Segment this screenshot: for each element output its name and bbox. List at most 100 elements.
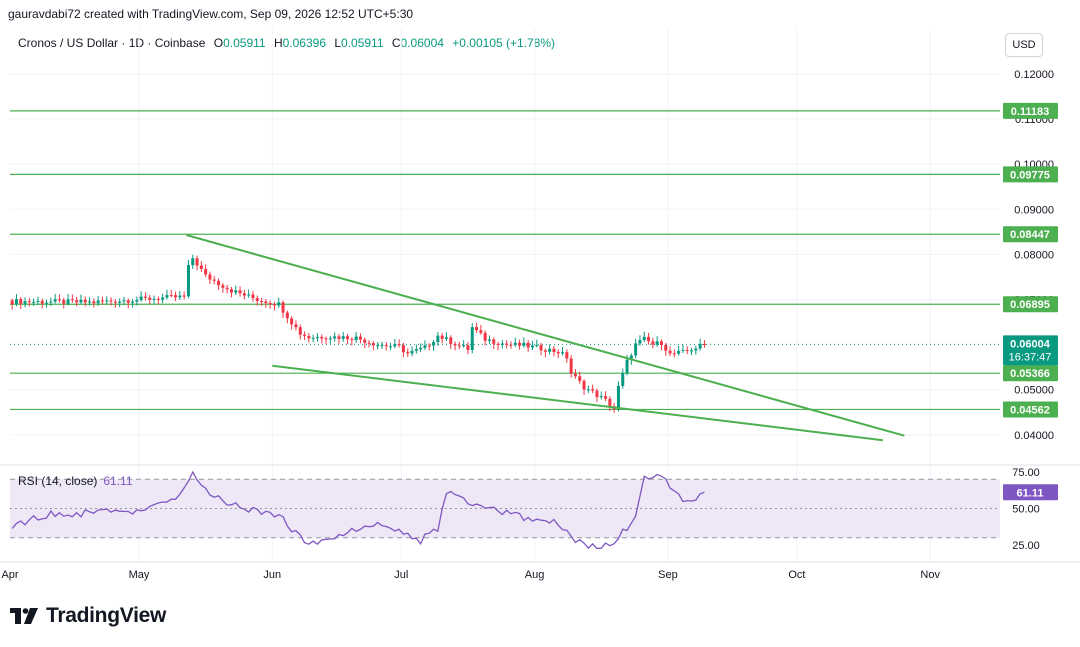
tradingview-logo-icon xyxy=(10,608,38,624)
y-tick-label: 0.05000 xyxy=(1014,385,1054,397)
candle-body xyxy=(290,318,294,325)
candle-body xyxy=(629,355,633,360)
open-value: 0.05911 xyxy=(223,36,266,50)
candle-body xyxy=(251,294,255,299)
candle-body xyxy=(221,285,225,288)
candle-body xyxy=(328,338,332,340)
candle-body xyxy=(307,335,311,339)
candle-body xyxy=(599,396,603,398)
candle-body xyxy=(217,280,221,286)
candle-body xyxy=(702,343,706,345)
level-price-tag xyxy=(1003,102,1058,119)
candle-body xyxy=(135,299,139,302)
candle-body xyxy=(191,258,195,266)
candle-body xyxy=(66,299,70,304)
candle-body xyxy=(535,344,539,346)
candle-body xyxy=(681,349,685,351)
candle-body xyxy=(148,297,152,300)
change-value: +0.00105 (+1.78%) xyxy=(452,36,556,50)
candle-body xyxy=(436,335,440,343)
chart-canvas[interactable]: Apr May Jun Jul Aug Sep Oct Nov0.120000.110000.… xyxy=(0,0,1080,600)
candle-body xyxy=(174,295,178,298)
x-tick-label: Sep xyxy=(658,569,678,581)
candle-body xyxy=(32,301,36,303)
currency-button[interactable]: USD xyxy=(1005,33,1043,57)
candle-body xyxy=(453,343,457,346)
level-price-tag xyxy=(1003,365,1058,382)
candle-body xyxy=(573,373,577,377)
candle-body xyxy=(591,389,595,391)
level-price-label: 0.09775 xyxy=(1010,169,1050,181)
rsi-tick-label: 50.00 xyxy=(1012,504,1040,516)
candle-body xyxy=(548,348,552,352)
candle-body xyxy=(75,300,79,303)
y-tick-label: 0.08000 xyxy=(1014,249,1054,261)
candle-body xyxy=(634,343,638,356)
candle-body xyxy=(694,348,698,351)
candle-body xyxy=(204,268,208,275)
candle-body xyxy=(234,290,238,293)
candle-body xyxy=(427,345,431,347)
rsi-label: RSI (14, close) xyxy=(18,474,98,488)
candle-body xyxy=(604,396,608,399)
candle-body xyxy=(509,344,513,346)
candle-body xyxy=(664,344,668,351)
candle-body xyxy=(143,296,147,298)
candle-body xyxy=(92,301,96,304)
level-price-label: 0.04562 xyxy=(1010,404,1050,416)
level-price-tag xyxy=(1003,401,1058,418)
candle-body xyxy=(19,299,23,304)
tradingview-logo: TradingView xyxy=(10,604,166,628)
candle-body xyxy=(247,294,251,296)
candle-body xyxy=(96,300,100,304)
candle-body xyxy=(199,265,203,269)
candle-body xyxy=(556,351,560,354)
candle-body xyxy=(169,295,173,297)
high-label: H xyxy=(273,36,283,50)
candle-body xyxy=(260,300,264,302)
x-tick-label: Jul xyxy=(394,569,408,581)
candle-body xyxy=(672,353,676,355)
candle-body xyxy=(496,343,500,345)
candle-body xyxy=(406,352,410,354)
candle-body xyxy=(401,345,405,353)
candle-body xyxy=(122,300,126,302)
candle-body xyxy=(350,339,354,341)
candle-body xyxy=(470,327,474,350)
candle-body xyxy=(118,301,122,303)
candle-body xyxy=(45,302,49,304)
level-price-label: 0.06895 xyxy=(1010,299,1050,311)
candle-body xyxy=(62,300,66,304)
candle-body xyxy=(432,342,436,346)
rsi-value-tag xyxy=(1003,484,1058,501)
candle-body xyxy=(376,345,380,347)
countdown-label: 16:37:47 xyxy=(1009,351,1052,363)
candle-body xyxy=(483,332,487,341)
candle-body xyxy=(324,338,328,340)
candle-body xyxy=(668,350,672,354)
candle-body xyxy=(690,350,694,352)
x-tick-label: Nov xyxy=(920,569,940,581)
candle-body xyxy=(526,342,530,348)
candle-body xyxy=(625,359,629,374)
candle-body xyxy=(466,345,470,350)
candle-body xyxy=(242,293,246,296)
candle-body xyxy=(475,327,479,331)
candle-body xyxy=(264,301,268,304)
candle-body xyxy=(552,348,556,352)
x-tick-label: Oct xyxy=(788,569,805,581)
candle-body xyxy=(367,342,371,344)
candle-body xyxy=(126,300,130,303)
candle-body xyxy=(393,344,397,347)
rsi-tick-label: 25.00 xyxy=(1012,540,1040,552)
candle-body xyxy=(109,300,113,302)
candle-body xyxy=(595,390,599,398)
candle-body xyxy=(608,398,612,407)
candle-body xyxy=(384,345,388,347)
brand-name: TradingView xyxy=(46,604,167,627)
y-tick-label: 0.12000 xyxy=(1014,69,1054,81)
candle-body xyxy=(522,342,526,346)
x-tick-label: Jun xyxy=(263,569,281,581)
trendline xyxy=(272,364,884,442)
candle-body xyxy=(569,358,573,374)
